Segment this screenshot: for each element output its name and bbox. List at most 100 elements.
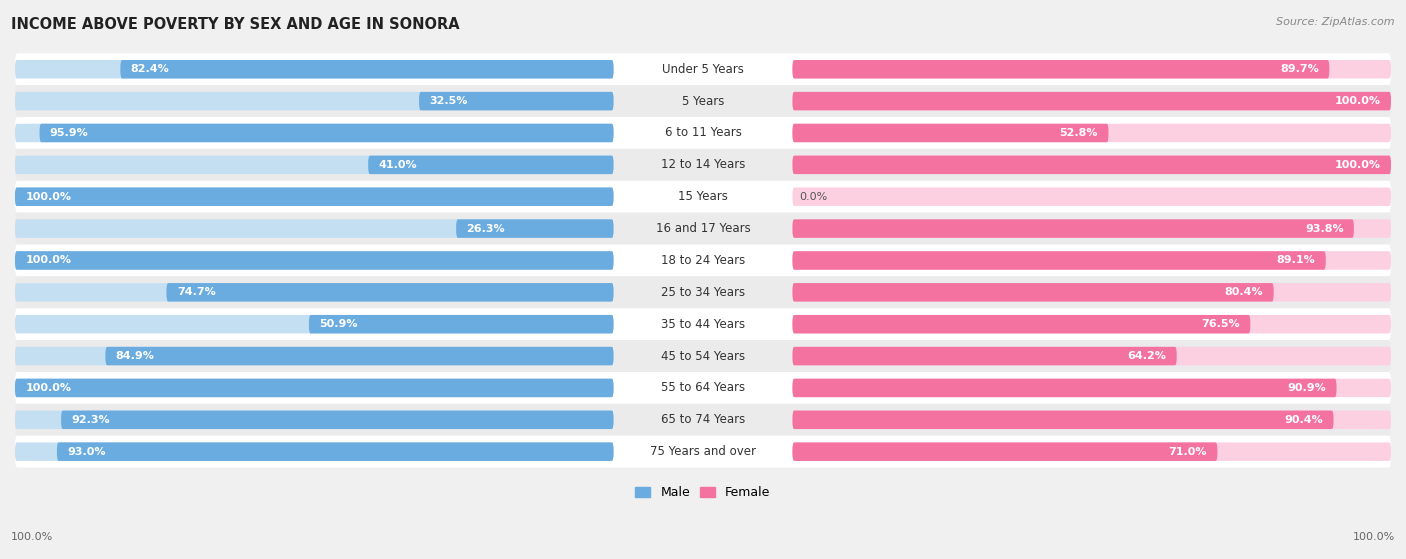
FancyBboxPatch shape: [419, 92, 613, 110]
Text: INCOME ABOVE POVERTY BY SEX AND AGE IN SONORA: INCOME ABOVE POVERTY BY SEX AND AGE IN S…: [11, 17, 460, 32]
Text: 92.3%: 92.3%: [72, 415, 110, 425]
Text: 100.0%: 100.0%: [1334, 160, 1381, 170]
Text: 16 and 17 Years: 16 and 17 Years: [655, 222, 751, 235]
FancyBboxPatch shape: [15, 283, 613, 301]
Text: 89.7%: 89.7%: [1281, 64, 1319, 74]
Text: 93.0%: 93.0%: [67, 447, 105, 457]
FancyBboxPatch shape: [15, 410, 613, 429]
Text: 100.0%: 100.0%: [25, 192, 72, 202]
FancyBboxPatch shape: [793, 315, 1391, 333]
FancyBboxPatch shape: [105, 347, 613, 365]
FancyBboxPatch shape: [15, 244, 1391, 276]
Text: 52.8%: 52.8%: [1060, 128, 1098, 138]
FancyBboxPatch shape: [793, 347, 1177, 365]
Text: 71.0%: 71.0%: [1168, 447, 1208, 457]
FancyBboxPatch shape: [15, 60, 613, 78]
Text: 84.9%: 84.9%: [115, 351, 155, 361]
Text: 15 Years: 15 Years: [678, 190, 728, 203]
FancyBboxPatch shape: [793, 410, 1391, 429]
FancyBboxPatch shape: [166, 283, 613, 301]
FancyBboxPatch shape: [15, 251, 613, 269]
FancyBboxPatch shape: [15, 212, 1391, 244]
FancyBboxPatch shape: [309, 315, 613, 333]
Text: 45 to 54 Years: 45 to 54 Years: [661, 349, 745, 363]
FancyBboxPatch shape: [15, 85, 1391, 117]
FancyBboxPatch shape: [15, 155, 613, 174]
Text: 55 to 64 Years: 55 to 64 Years: [661, 381, 745, 395]
Text: 93.8%: 93.8%: [1305, 224, 1344, 234]
FancyBboxPatch shape: [793, 155, 1391, 174]
FancyBboxPatch shape: [793, 60, 1391, 78]
FancyBboxPatch shape: [15, 315, 613, 333]
Text: 90.9%: 90.9%: [1288, 383, 1326, 393]
Text: Under 5 Years: Under 5 Years: [662, 63, 744, 76]
Text: 5 Years: 5 Years: [682, 94, 724, 108]
FancyBboxPatch shape: [456, 219, 613, 238]
Text: 26.3%: 26.3%: [467, 224, 505, 234]
Text: 100.0%: 100.0%: [25, 255, 72, 266]
Text: 82.4%: 82.4%: [131, 64, 169, 74]
FancyBboxPatch shape: [793, 251, 1391, 269]
Text: 74.7%: 74.7%: [177, 287, 215, 297]
Text: 6 to 11 Years: 6 to 11 Years: [665, 126, 741, 140]
FancyBboxPatch shape: [793, 92, 1391, 110]
FancyBboxPatch shape: [793, 442, 1218, 461]
Text: 0.0%: 0.0%: [800, 192, 828, 202]
Text: 90.4%: 90.4%: [1285, 415, 1323, 425]
FancyBboxPatch shape: [39, 124, 613, 142]
FancyBboxPatch shape: [793, 442, 1391, 461]
FancyBboxPatch shape: [793, 219, 1391, 238]
Legend: Male, Female: Male, Female: [630, 481, 776, 504]
FancyBboxPatch shape: [15, 340, 1391, 372]
FancyBboxPatch shape: [15, 404, 1391, 435]
Text: 50.9%: 50.9%: [319, 319, 357, 329]
Text: 100.0%: 100.0%: [25, 383, 72, 393]
Text: 100.0%: 100.0%: [1334, 96, 1381, 106]
FancyBboxPatch shape: [121, 60, 613, 78]
FancyBboxPatch shape: [15, 149, 1391, 181]
FancyBboxPatch shape: [793, 219, 1354, 238]
FancyBboxPatch shape: [793, 124, 1391, 142]
Text: 76.5%: 76.5%: [1201, 319, 1240, 329]
FancyBboxPatch shape: [793, 315, 1250, 333]
FancyBboxPatch shape: [793, 378, 1337, 397]
FancyBboxPatch shape: [793, 60, 1329, 78]
FancyBboxPatch shape: [15, 347, 613, 365]
FancyBboxPatch shape: [15, 219, 613, 238]
FancyBboxPatch shape: [15, 117, 1391, 149]
Text: 25 to 34 Years: 25 to 34 Years: [661, 286, 745, 299]
FancyBboxPatch shape: [793, 283, 1391, 301]
FancyBboxPatch shape: [793, 124, 1108, 142]
FancyBboxPatch shape: [15, 53, 1391, 85]
Text: 35 to 44 Years: 35 to 44 Years: [661, 318, 745, 331]
FancyBboxPatch shape: [793, 251, 1326, 269]
FancyBboxPatch shape: [15, 124, 613, 142]
Text: 65 to 74 Years: 65 to 74 Years: [661, 413, 745, 427]
Text: Source: ZipAtlas.com: Source: ZipAtlas.com: [1277, 17, 1395, 27]
FancyBboxPatch shape: [793, 92, 1391, 110]
FancyBboxPatch shape: [15, 442, 613, 461]
FancyBboxPatch shape: [793, 283, 1274, 301]
FancyBboxPatch shape: [15, 308, 1391, 340]
FancyBboxPatch shape: [15, 276, 1391, 308]
Text: 41.0%: 41.0%: [378, 160, 418, 170]
FancyBboxPatch shape: [60, 410, 613, 429]
Text: 95.9%: 95.9%: [49, 128, 89, 138]
FancyBboxPatch shape: [793, 378, 1391, 397]
FancyBboxPatch shape: [368, 155, 613, 174]
FancyBboxPatch shape: [15, 187, 613, 206]
Text: 75 Years and over: 75 Years and over: [650, 445, 756, 458]
Text: 18 to 24 Years: 18 to 24 Years: [661, 254, 745, 267]
FancyBboxPatch shape: [15, 187, 613, 206]
FancyBboxPatch shape: [15, 251, 613, 269]
Text: 80.4%: 80.4%: [1225, 287, 1264, 297]
FancyBboxPatch shape: [56, 442, 613, 461]
FancyBboxPatch shape: [793, 347, 1391, 365]
FancyBboxPatch shape: [793, 155, 1391, 174]
FancyBboxPatch shape: [15, 435, 1391, 467]
Text: 64.2%: 64.2%: [1128, 351, 1167, 361]
FancyBboxPatch shape: [15, 181, 1391, 212]
FancyBboxPatch shape: [15, 92, 613, 110]
Text: 89.1%: 89.1%: [1277, 255, 1316, 266]
FancyBboxPatch shape: [793, 187, 1391, 206]
